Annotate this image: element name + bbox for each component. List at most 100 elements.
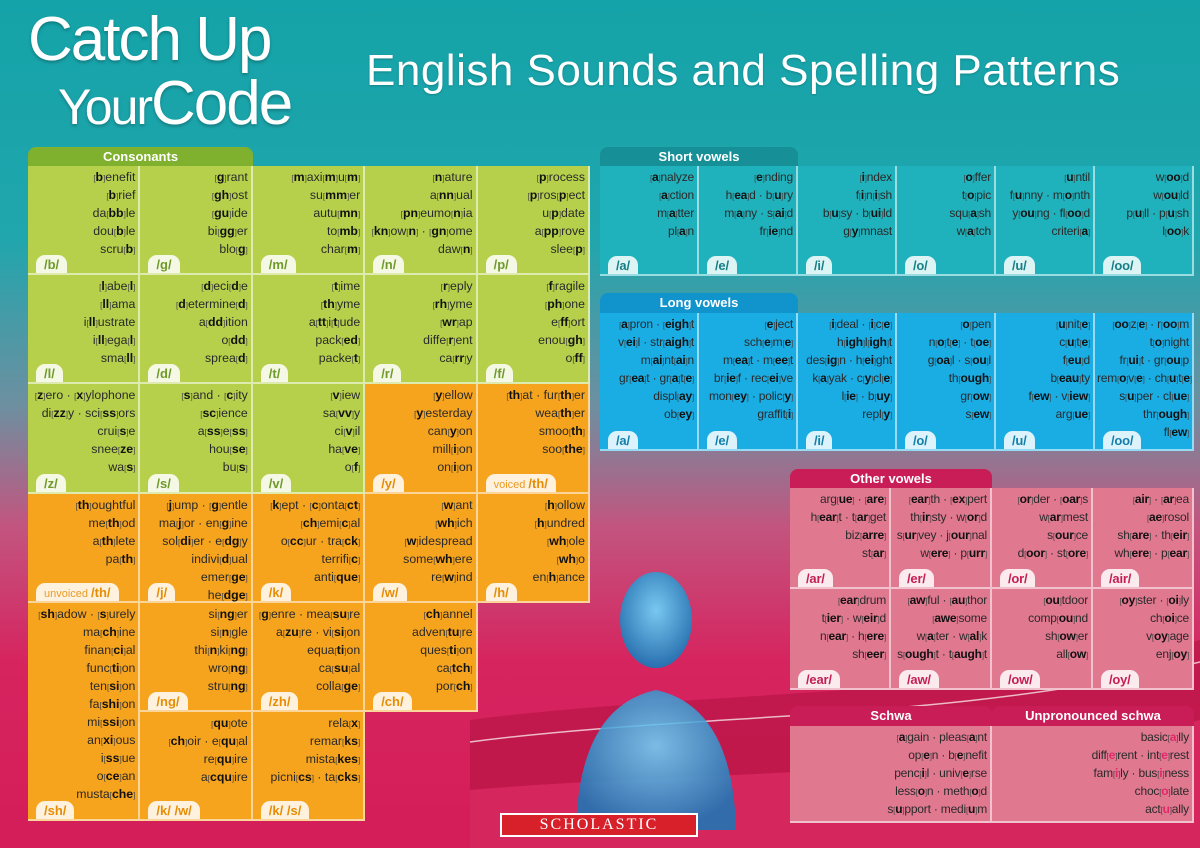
word: [sc]ience	[200, 406, 248, 421]
word: i[ss]ue	[100, 750, 136, 765]
word: colla[ge]	[316, 678, 361, 693]
word: th[ough]	[948, 371, 991, 385]
schwa-header: Schwa	[790, 706, 992, 726]
long-vowel-cell: [o]pen n[o]t[e] · t[oe] g[oa]l · s[ou]l th[…	[897, 313, 996, 451]
word: crui[s]e	[97, 424, 136, 439]
word: [w]idespread	[404, 533, 473, 548]
phoneme-label: /z/	[36, 473, 66, 492]
consonant-cell: si[ng]er si[n]gle thi[n]ki[ng] wro[ng] stru[…	[140, 602, 253, 712]
label-text: /zh/	[268, 693, 291, 709]
word: criteri[a]	[1051, 224, 1091, 238]
word: [air] · [ar]ea	[1132, 492, 1189, 506]
word: g[oa]l · s[ou]l	[927, 353, 991, 367]
consonant-cell: [w]ant [wh]ich [w]idespread some[wh]ere re[w…	[365, 493, 478, 603]
word: comp[ou]nd	[1028, 611, 1088, 625]
phoneme-label: /e/	[707, 256, 737, 274]
word: stru[ng]	[207, 678, 248, 693]
consonant-cell: [g]rant [gh]ost [gu]ide bi[gg]er blo[g] /g/	[140, 166, 253, 276]
word: b[u]sy · b[ui]ld	[822, 206, 892, 220]
word: slee[p]	[550, 242, 585, 256]
phoneme-label: /i/	[806, 431, 833, 449]
word: br[ie]f · rec[ei]ve	[713, 371, 793, 385]
word: [pn]eumo[n]ia	[400, 206, 473, 220]
word: pa[th]	[105, 551, 136, 566]
word: fr[ui]t · gr[ou]p	[1119, 353, 1189, 367]
phoneme-label: /f/	[485, 364, 514, 383]
word: w[a]ter · w[al]k	[916, 629, 988, 643]
consonants-header: Consonants	[28, 147, 253, 167]
consonant-cell: [qu]ote [ch]oir · e[qu]al re[qu]ire a[cqu]i…	[140, 712, 253, 822]
word: a[zu]re · vi[si]on	[276, 624, 361, 639]
phoneme-label: /k/	[260, 582, 292, 601]
word: sh[ow]er	[1045, 629, 1088, 643]
word: [u]nit[e]	[1056, 317, 1090, 331]
word: [ch]emi[c]al	[300, 515, 361, 530]
phoneme-label: /r/	[373, 364, 402, 383]
phoneme-label: /b/	[36, 255, 68, 274]
word: s[ough]t · t[augh]t	[897, 647, 987, 661]
label-text: /v/	[268, 475, 284, 491]
word: sch[e]m[e]	[744, 335, 793, 349]
word: [ch]oir · e[qu]al	[168, 734, 248, 748]
word: smoo[th]	[538, 424, 585, 439]
word: [i]ndex	[859, 170, 893, 184]
word: m[a]ny · s[ai]d	[724, 206, 793, 220]
phoneme-label: /l/	[36, 364, 63, 383]
word: b[eau]ty	[1050, 371, 1090, 385]
other-vowel-cell: [oy]ster · [oi]ly ch[oi]ce v[oy]age enj[oy]…	[1093, 589, 1194, 690]
word: musta[che]	[76, 786, 136, 801]
word: some[wh]ere	[403, 551, 473, 566]
word: re[qu]ire	[203, 752, 248, 766]
label-text: /e/	[715, 258, 729, 273]
word: ci[v]il	[334, 424, 361, 439]
consonant-cell: [j]ump · [g]entle ma[j]or · en[g]ine sol[d…	[140, 493, 253, 603]
phoneme-label: /t/	[260, 364, 289, 383]
word: l[oo]k	[1162, 224, 1189, 238]
phoneme-label: /p/	[485, 255, 517, 274]
word: [sh]adow · [s]urely	[38, 606, 136, 621]
word: i[ll]ustrate	[83, 315, 136, 330]
phoneme-label: /i/	[806, 256, 833, 274]
other-vowel-cell: [or]der · [oar]s w[ar]mest s[our]ce d[oor] …	[992, 488, 1093, 589]
word: [e]ject	[764, 317, 794, 331]
word: fr[ie]nd	[759, 224, 793, 238]
word: emer[ge]	[200, 569, 248, 584]
word: finan[ci]al	[84, 642, 136, 657]
word: op[e]n · b[e]nefit	[908, 748, 987, 762]
word: an[xi]ous	[87, 732, 136, 747]
label-text: /oy/	[1109, 672, 1131, 687]
word: gr[ea]t · gr[a]t[e]	[619, 371, 694, 385]
word: fa[shi]on	[89, 696, 136, 711]
consonant-cell: [p]rocess [p]ros[p]ect u[p]date a[pp]rove sl…	[477, 166, 590, 276]
word: f[ew] · v[iew]	[1028, 389, 1091, 403]
word: wea[th]er	[535, 406, 585, 421]
word: s[ur]vey · j[our]nal	[896, 528, 988, 542]
phoneme-label: /e/	[707, 431, 737, 449]
word: equa[ti]on	[307, 642, 361, 657]
word: [r]eply	[440, 279, 473, 294]
subtitle: English Sounds and Spelling Patterns	[366, 46, 1121, 95]
word: re[w]ind	[431, 569, 473, 584]
phoneme-label: /ear/	[798, 670, 840, 688]
label-text: /ng/	[156, 693, 180, 709]
label-text: /k/	[268, 584, 284, 600]
title-line1: Catch Up	[28, 5, 272, 74]
label-text: /ow/	[1008, 672, 1033, 687]
word: diffe[r]ent	[423, 333, 473, 348]
consonant-cell: [n]ature a[nn]ual [pn]eumo[n]ia [kn]ow[n] ·…	[365, 166, 478, 276]
word: snee[ze]	[91, 442, 136, 457]
word: d[oor] · st[ore]	[1017, 546, 1089, 560]
label-prefix: unvoiced	[44, 587, 89, 600]
word: sh[eer]	[852, 647, 886, 661]
word: [p]rocess	[536, 170, 585, 184]
word: hou[se]	[209, 442, 248, 457]
word: soo[the]	[542, 442, 585, 457]
label-text: /r/	[381, 366, 394, 382]
phoneme-label: unvoiced/th/	[36, 582, 119, 601]
phoneme-label: /aw/	[899, 670, 939, 688]
word: blo[g]	[219, 242, 248, 256]
phoneme-label: /a/	[608, 431, 638, 449]
word: h[ear]t · t[ar]get	[810, 510, 887, 524]
word: s[ew]	[965, 407, 992, 421]
scholastic-logo: SCHOLASTIC	[500, 813, 698, 837]
